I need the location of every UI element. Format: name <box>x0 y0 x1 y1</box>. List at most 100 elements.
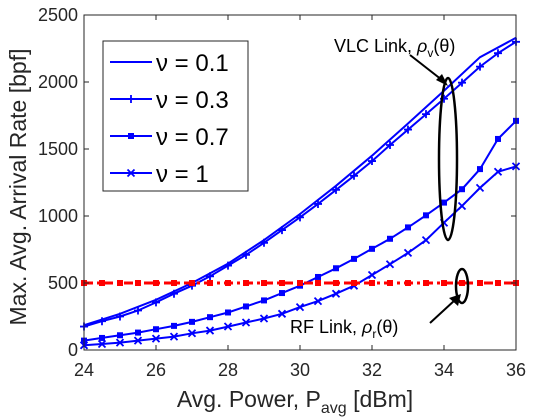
legend-item: ν = 0.1 <box>110 50 229 77</box>
rf-data-point <box>153 280 159 286</box>
data-point-x <box>367 270 377 280</box>
data-point-square <box>369 245 375 252</box>
rf-data-point <box>423 280 429 286</box>
legend-box <box>102 40 249 192</box>
data-point-plus <box>314 199 322 208</box>
vlc-arrow-line <box>409 54 443 81</box>
data-point-square <box>279 290 285 297</box>
data-point-square <box>207 314 213 321</box>
data-point-square <box>423 212 429 219</box>
rf-ellipse <box>454 267 470 305</box>
data-point-x <box>277 309 287 318</box>
data-point-x <box>475 183 485 192</box>
data-point-plus <box>242 250 250 259</box>
data-point-plus <box>116 312 124 321</box>
data-point-x <box>457 201 467 211</box>
data-point-plus <box>278 226 286 235</box>
data-point-plus <box>494 49 502 58</box>
data-point-square <box>171 322 177 329</box>
data-point-x <box>115 338 125 347</box>
data-point-plus <box>224 261 232 270</box>
rf-data-point <box>495 280 501 286</box>
data-point-x <box>205 326 215 335</box>
rf-data-point <box>279 280 285 286</box>
legend: ν = 0.1 ν = 0.3 ν = 0.7 ν = 1 <box>102 40 249 192</box>
rf-data-point <box>171 280 177 286</box>
data-point-x <box>295 302 305 312</box>
y-tick-label: 2500 <box>38 5 78 25</box>
data-point-plus <box>134 306 142 315</box>
data-point-square <box>477 166 483 173</box>
rf-data-point <box>441 280 447 286</box>
data-point-square <box>189 318 195 325</box>
rf-data-point <box>405 280 411 286</box>
rf-data-point <box>117 280 123 286</box>
x-tick-label: 28 <box>218 360 238 380</box>
x-tick-label: 30 <box>290 360 310 380</box>
rf-data-point <box>351 280 357 286</box>
rf-series <box>81 280 519 286</box>
data-point-x <box>313 296 323 306</box>
rf-data-point <box>207 280 213 286</box>
data-point-x <box>421 235 431 245</box>
x-tick-label: 32 <box>362 360 382 380</box>
data-point-square <box>99 334 105 341</box>
rf-data-point <box>315 280 321 286</box>
data-point-square <box>459 186 465 193</box>
data-point-square <box>441 199 447 206</box>
rf-data-point <box>189 280 195 286</box>
rf-data-point <box>369 280 375 286</box>
data-point-square <box>135 329 141 336</box>
x-axis-label: Avg. Power, Pavg [dBm] <box>177 386 413 417</box>
y-tick-label: 1000 <box>38 206 78 226</box>
data-point-square <box>261 297 267 304</box>
rf-data-point <box>261 280 267 286</box>
series-layer <box>79 36 521 350</box>
y-axis-label: Max. Avg. Arrival Rate [bpf] <box>5 49 31 326</box>
data-point-x <box>493 167 503 176</box>
data-point-x <box>403 248 413 257</box>
vlc-label: VLC Link, ρv(θ) <box>334 36 455 60</box>
data-point-x <box>133 336 143 345</box>
vlc-arrow-head <box>436 74 448 86</box>
data-point-square <box>128 133 134 139</box>
legend-label: ν = 0.1 <box>156 50 229 77</box>
rf-data-point <box>99 280 105 286</box>
data-point-plus <box>127 95 135 103</box>
rf-data-point <box>135 280 141 286</box>
axes: 24 26 28 30 32 34 36 0 500 1000 1500 2000 2500 <box>38 5 526 380</box>
data-point-square <box>153 326 159 333</box>
data-point-square <box>315 273 321 280</box>
legend-item: ν = 0.7 <box>110 124 229 151</box>
data-point-plus <box>458 78 466 87</box>
data-point-plus <box>296 213 304 222</box>
rf-arrow-line <box>429 299 456 324</box>
data-point-plus <box>98 317 106 326</box>
data-point-plus <box>350 171 358 180</box>
vlc-series <box>80 37 520 331</box>
data-point-x <box>169 332 179 341</box>
data-point-square <box>243 303 249 310</box>
data-point-plus <box>170 289 178 298</box>
data-point-plus <box>404 125 412 134</box>
legend-item: ν = 1 <box>110 161 209 188</box>
data-point-plus <box>368 157 376 166</box>
rf-data-point <box>297 280 303 286</box>
data-point-x <box>331 289 341 298</box>
rf-data-point <box>333 280 339 286</box>
data-point-plus <box>386 140 394 149</box>
data-point-plus <box>332 185 340 194</box>
data-point-square <box>225 309 231 316</box>
data-point-plus <box>422 110 430 119</box>
data-point-square <box>351 255 357 262</box>
data-point-square <box>387 235 393 242</box>
x-tick-label: 36 <box>506 360 526 380</box>
data-point-x <box>241 318 251 327</box>
data-point-x <box>385 260 395 269</box>
rf-data-point <box>477 280 483 286</box>
x-tick-label: 26 <box>146 360 166 380</box>
y-tick-label: 500 <box>48 273 78 293</box>
data-point-plus <box>152 298 160 307</box>
legend-label: ν = 0.7 <box>156 124 229 151</box>
rf-data-point <box>225 280 231 286</box>
